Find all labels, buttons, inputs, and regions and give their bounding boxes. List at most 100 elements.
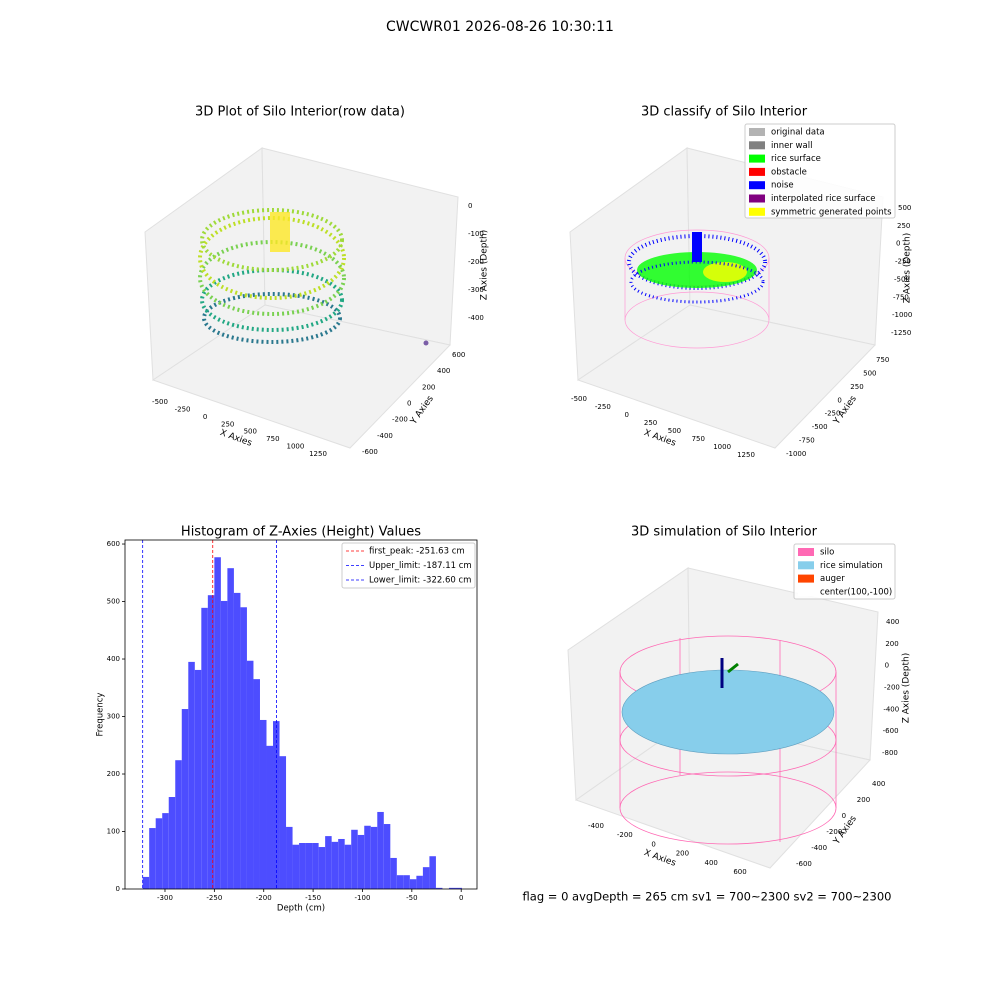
bar	[299, 843, 306, 889]
z-tick-label: 0	[468, 202, 472, 210]
bar	[377, 811, 384, 889]
legend-patch	[798, 548, 814, 556]
bar	[390, 857, 397, 889]
legend-patch	[749, 128, 765, 136]
chart-title: 3D simulation of Silo Interior	[631, 525, 818, 540]
x-tick-label: -200	[256, 894, 272, 902]
z-tick-label: -600	[883, 727, 899, 735]
bar	[188, 661, 195, 889]
y-tick-label: -500	[812, 423, 828, 431]
bar	[207, 595, 215, 889]
bar	[220, 600, 228, 889]
bar	[305, 843, 313, 889]
bar	[194, 669, 202, 889]
legend-patch	[798, 561, 814, 570]
bar	[286, 826, 293, 889]
z-tick-label: -800	[882, 749, 898, 757]
bar	[429, 856, 436, 889]
y-tick-label: 400	[872, 780, 885, 788]
y-tick-label: -400	[377, 432, 393, 440]
bar	[181, 709, 189, 889]
legend-box	[793, 543, 896, 600]
bar	[364, 825, 371, 889]
z-tick-label: 250	[897, 222, 910, 230]
chart-title: 3D classify of Silo Interior	[641, 105, 808, 120]
legend-patch	[749, 154, 765, 163]
plot-frame	[124, 539, 478, 890]
z-tick-label: 0	[896, 240, 900, 248]
y-tick-label: 400	[437, 367, 450, 375]
legend-box	[744, 123, 896, 219]
z-label: Z Axies (Depth)	[902, 653, 912, 724]
bar	[351, 829, 358, 889]
x-tick-label: 1000	[713, 443, 731, 451]
legend-label: rice simulation	[820, 561, 883, 571]
y-tick-label: 600	[107, 540, 120, 548]
x-tick-label: 1250	[309, 450, 327, 458]
legend-patch	[798, 574, 814, 583]
z-tick-label: -500	[894, 275, 910, 283]
bar	[455, 887, 462, 889]
y-tick-label: -200	[826, 828, 842, 836]
y-tick-label: -1000	[786, 450, 806, 458]
y-tick-label: 250	[850, 383, 863, 391]
y-tick-label: 200	[857, 796, 870, 804]
z-tick-label: -400	[468, 314, 484, 322]
y-tick-label: 0	[116, 885, 120, 893]
legend-label: interpolated rice surface	[771, 194, 876, 204]
z-tick-label: -200	[884, 684, 900, 692]
legend-label: silo	[820, 548, 834, 558]
bar	[149, 828, 156, 889]
x-tick-label: 500	[668, 427, 681, 435]
legend-label: Upper_limit: -187.11 cm	[369, 561, 472, 571]
y-tick-label: 600	[452, 351, 465, 359]
y-tick-label: 200	[107, 770, 120, 778]
x-tick-label: 250	[644, 419, 657, 427]
legend-label: Lower_limit: -322.60 cm	[369, 576, 471, 586]
y-tick-label: -200	[392, 416, 408, 424]
legend-label: rice surface	[771, 154, 821, 164]
bar	[227, 568, 234, 889]
x-tick-label: -400	[588, 822, 604, 830]
legend-patch	[798, 587, 814, 596]
bar	[403, 875, 410, 889]
chart-title: 3D Plot of Silo Interior(row data)	[195, 105, 405, 120]
x-tick-label: -50	[406, 894, 417, 902]
bar	[246, 660, 254, 889]
bar	[253, 679, 260, 889]
z-label: Z Axies (Depth)	[480, 230, 490, 301]
bar	[338, 838, 345, 889]
bar	[357, 834, 365, 889]
x-tick-label: 750	[266, 435, 279, 443]
legend-label: center(100,-100)	[820, 587, 892, 597]
bar	[435, 887, 443, 889]
bar	[201, 607, 208, 889]
z-tick-label: 400	[886, 618, 899, 626]
x-tick-label: 200	[676, 850, 689, 858]
x-tick-label: 0	[203, 413, 207, 421]
x-tick-label: 0	[459, 894, 463, 902]
legend-patch	[749, 194, 765, 203]
bar	[142, 876, 150, 889]
bar	[168, 797, 176, 889]
x-tick-label: -200	[617, 831, 633, 839]
bar	[214, 557, 221, 889]
suptitle: CWCWR01 2026-08-26 10:30:11	[386, 19, 614, 35]
x-axis-label: Depth (cm)	[277, 904, 325, 914]
y-tick-label: 750	[876, 356, 889, 364]
z-tick-label: -250	[895, 258, 911, 266]
x-tick-label: -250	[206, 894, 222, 902]
x-tick-label: 500	[244, 428, 257, 436]
bar	[383, 824, 391, 889]
legend-label: obstacle	[771, 167, 807, 177]
z-tick-label: -1250	[891, 329, 911, 337]
legend-patch	[749, 167, 765, 176]
bar	[416, 875, 423, 889]
bar	[292, 844, 300, 889]
y-tick-label: 0	[407, 400, 411, 408]
z-tick-label: 200	[885, 640, 898, 648]
x-tick-label: -500	[152, 398, 168, 406]
bar	[259, 719, 267, 889]
bar	[325, 836, 332, 889]
y-tick-label: 0	[842, 812, 846, 820]
